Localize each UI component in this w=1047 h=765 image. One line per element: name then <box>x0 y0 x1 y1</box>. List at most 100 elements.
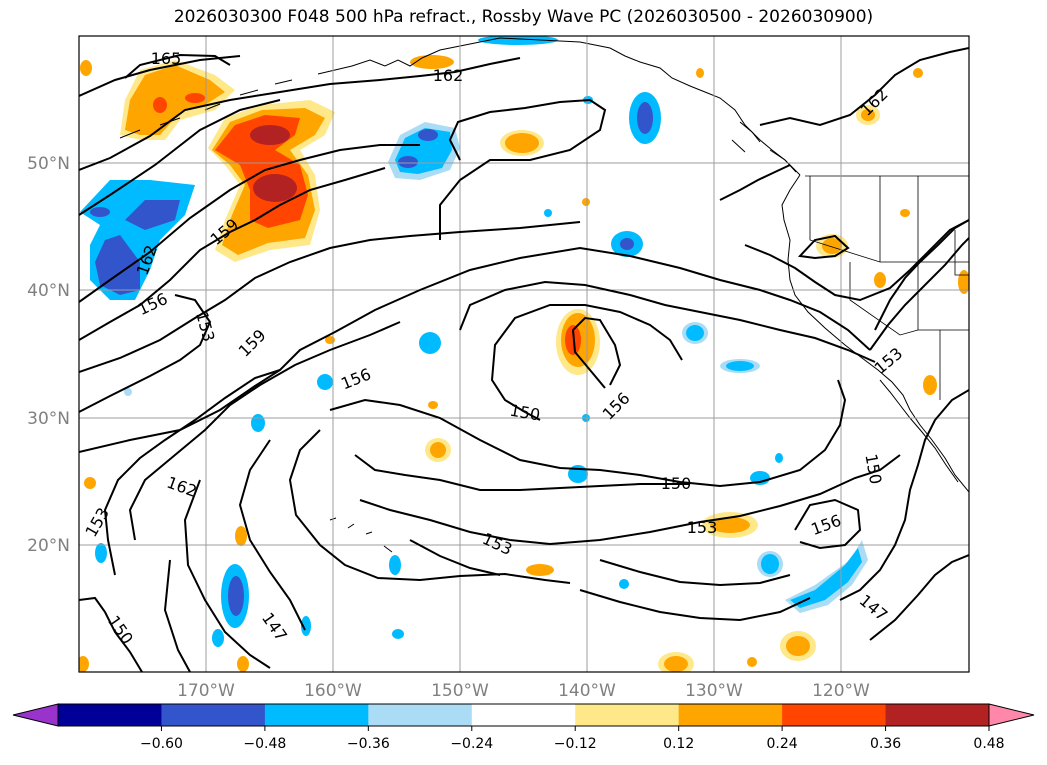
contour-line <box>759 47 969 127</box>
anomaly-patch <box>505 133 539 153</box>
anomaly-patch <box>95 235 140 295</box>
anomaly-patch <box>185 93 205 103</box>
contour-line <box>238 439 306 631</box>
anomaly-patch <box>923 375 937 395</box>
anomaly-patch <box>125 65 225 135</box>
colorbar: −0.60 −0.48 −0.36 −0.24 −0.12 0.12 0.24 0.36 0.4… <box>12 703 1035 752</box>
colorbar-segment <box>58 704 162 726</box>
contour-line <box>354 454 690 491</box>
anomaly-patch <box>790 548 862 608</box>
anomaly-patch <box>228 576 244 616</box>
contour-line <box>744 219 969 302</box>
colorbar-tick-label: 0.12 <box>663 736 694 752</box>
anomaly-patch <box>619 579 629 589</box>
contour-line <box>79 144 420 303</box>
colorbar-max-arrow <box>988 703 1035 727</box>
anomaly-patch <box>582 198 590 206</box>
map-plot-area: 165 162 162 162 159 159 156 156 156 156 … <box>79 36 969 672</box>
contour-label: 153 <box>687 518 718 537</box>
negative-anomaly-regions <box>80 36 868 647</box>
contour-line <box>599 559 791 587</box>
contour-line <box>329 379 847 488</box>
contour-line <box>79 55 241 97</box>
anomaly-patch <box>775 453 783 463</box>
colorbar-tick-label: 0.36 <box>870 736 901 752</box>
contour-line <box>79 167 386 341</box>
contour-line <box>459 280 876 363</box>
lon-tick-label: 160°W <box>304 681 362 701</box>
anomaly-patch <box>958 270 969 294</box>
contour-line <box>288 429 571 584</box>
colorbar-segment <box>678 704 783 726</box>
anomaly-patch <box>80 60 92 76</box>
anomaly-patch <box>726 361 754 371</box>
anomaly-patch <box>301 616 311 636</box>
anomaly-patch <box>696 68 704 78</box>
state-boundary <box>849 262 919 336</box>
contour-line <box>719 164 791 201</box>
colorbar-tick-label: 0.48 <box>973 736 1004 752</box>
anomaly-patch <box>761 554 779 574</box>
contour-label: 150 <box>661 474 692 493</box>
colorbar-tick-label: −0.24 <box>450 736 493 752</box>
anomaly-patch <box>235 526 247 546</box>
map-frame <box>78 35 970 673</box>
contour-line <box>79 99 281 216</box>
colorbar-tick-label: −0.12 <box>554 736 597 752</box>
colorbar-tick-label: 0.24 <box>767 736 798 752</box>
state-boundary <box>954 230 969 276</box>
anomaly-patch <box>419 332 441 354</box>
anomaly-patch <box>124 388 132 396</box>
colorbar-frame <box>57 703 990 727</box>
anomaly-patch <box>79 656 89 672</box>
political-boundaries <box>805 175 969 400</box>
anomaly-patch <box>747 657 757 667</box>
lat-tick-label: 50°N <box>27 154 70 174</box>
contour-line <box>79 246 871 453</box>
anomaly-patch <box>84 477 96 489</box>
lon-tick-label: 170°W <box>177 681 235 701</box>
anomaly-patch <box>428 401 438 409</box>
lat-tick-label: 30°N <box>27 409 70 429</box>
anomaly-patch <box>664 656 688 672</box>
lon-tick-label: 120°W <box>812 681 870 701</box>
colorbar-segment <box>161 704 266 726</box>
anomaly-patch <box>710 517 750 533</box>
colorbar-tick-label: −0.48 <box>243 736 286 752</box>
refractivity-contours <box>79 47 969 672</box>
anomaly-patch <box>392 629 404 639</box>
anomaly-patch <box>251 414 265 432</box>
contour-line <box>579 589 811 622</box>
anomaly-patch <box>253 174 297 202</box>
anomaly-patch <box>620 238 634 250</box>
contour-line <box>124 53 231 79</box>
map-title: 2026030300 F048 500 hPa refract., Rossby… <box>173 7 874 27</box>
alaska-coastline <box>317 37 801 176</box>
anomaly-patch <box>389 555 401 575</box>
anomaly-patch <box>237 656 249 672</box>
anomaly-patch <box>430 442 446 458</box>
anomaly-patch <box>212 629 224 647</box>
contour-line <box>869 554 969 641</box>
contour-line <box>839 389 969 601</box>
lon-tick-label: 150°W <box>431 681 489 701</box>
contour-line <box>79 294 212 413</box>
contour-line <box>797 234 850 260</box>
colorbar-tick-label: −0.60 <box>140 736 183 752</box>
contour-line <box>409 539 501 576</box>
contour-label: 162 <box>433 66 464 85</box>
contour-line <box>79 221 581 373</box>
lat-tick-label: 20°N <box>27 536 70 556</box>
colorbar-segment <box>368 704 473 726</box>
anomaly-patch <box>686 325 704 341</box>
anomaly-patch <box>125 200 180 230</box>
anomaly-patch <box>861 109 875 121</box>
anomaly-patch <box>317 374 333 390</box>
contour-line <box>359 454 901 546</box>
anomaly-patch <box>250 125 290 145</box>
contour-line <box>571 316 622 389</box>
contour-line <box>79 596 143 672</box>
contour-line <box>439 98 607 240</box>
anomaly-patch <box>913 68 923 78</box>
